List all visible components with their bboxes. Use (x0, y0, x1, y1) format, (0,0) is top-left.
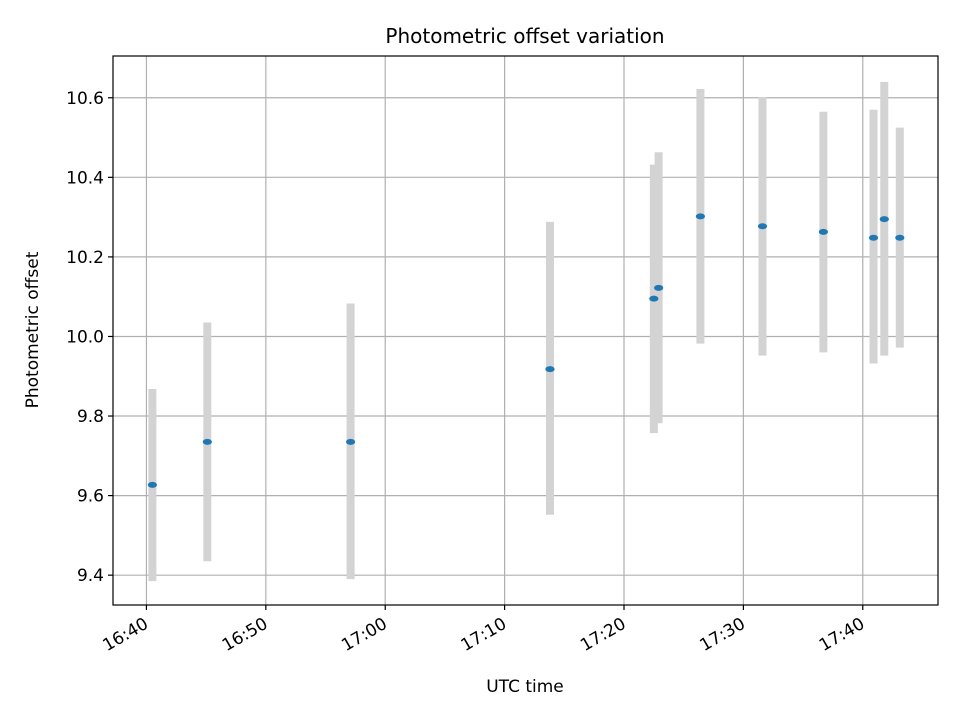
data-point (202, 438, 212, 445)
data-point (895, 234, 905, 241)
y-tick-label: 10.0 (66, 327, 104, 347)
y-tick-label: 10.2 (66, 248, 104, 268)
data-point (695, 213, 706, 220)
y-tick-label: 10.6 (66, 89, 104, 109)
y-axis-label: Photometric offset (23, 251, 43, 408)
y-tick-label: 9.4 (77, 566, 104, 586)
data-point (545, 366, 555, 373)
data-point (345, 438, 356, 445)
data-point (757, 223, 768, 230)
data-point (654, 284, 664, 291)
y-tick-label: 9.8 (77, 407, 104, 427)
data-point (818, 228, 828, 235)
data-point (147, 481, 157, 488)
y-tick-label: 10.4 (66, 168, 104, 188)
grid-lines (113, 56, 938, 605)
y-tick-label: 9.6 (77, 487, 104, 507)
y-axis: 9.4 9.6 9.8 10.0 10.2 10.4 10.6 (66, 89, 113, 586)
x-axis-label: UTC time (486, 677, 564, 697)
data-point (868, 234, 879, 241)
data-point (649, 295, 659, 302)
data-points (147, 213, 905, 488)
plot-frame (112, 55, 939, 606)
chart-title: Photometric offset variation (385, 24, 664, 48)
data-point (879, 216, 889, 223)
